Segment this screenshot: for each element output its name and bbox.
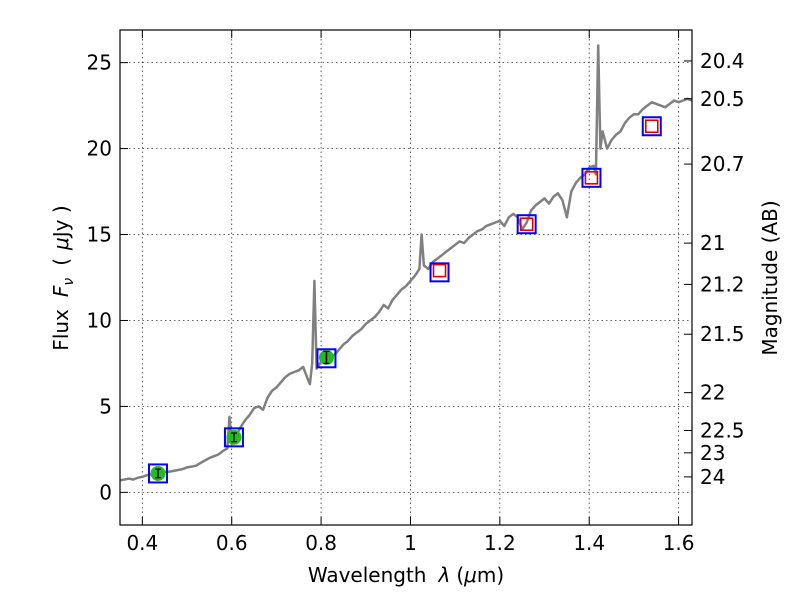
model-square-marker [644, 119, 659, 134]
right-tick-label: 22.5 [700, 418, 745, 442]
axis-ticks [120, 30, 692, 525]
y-tick-label: 5 [99, 394, 112, 418]
y-tick-label: 15 [87, 223, 112, 247]
band-box-marker [581, 167, 602, 188]
y-tick-label: 0 [99, 480, 112, 504]
y-tick-label: 20 [87, 137, 112, 161]
photometry-markers [147, 116, 662, 484]
band-box-marker [316, 348, 337, 369]
right-tick-label: 20.7 [700, 152, 745, 176]
x-tick-label: 0.6 [216, 531, 248, 555]
x-tick-label: 1 [404, 531, 417, 555]
y-axis-label: FluxFν(μJy ) [49, 205, 77, 350]
right-tick-label: 22 [700, 381, 725, 405]
band-box-marker [429, 262, 450, 283]
x-tick-label: 1.2 [484, 531, 516, 555]
axis-tick-labels: 0.4 0.6 0.8 1 1.2 1.4 1.6 0 5 10 15 20 25 20.4 20.5 20.… [87, 49, 745, 555]
right-tick-label: 21.2 [700, 272, 745, 296]
x-tick-label: 1.6 [663, 531, 695, 555]
right-tick-label: 20.4 [700, 49, 745, 73]
plot-frame [119, 29, 693, 526]
x-axis-label: Wavelength λ (μm) [308, 563, 504, 587]
right-tick-label: 21.5 [700, 322, 745, 346]
right-tick-label: 24 [700, 465, 725, 489]
x-tick-label: 1.4 [573, 531, 605, 555]
right-tick-label: 23 [700, 441, 725, 465]
y-tick-label: 25 [87, 51, 112, 75]
right-tick-label: 21 [700, 231, 725, 255]
band-box-marker [147, 463, 168, 484]
model-square-marker [584, 171, 599, 185]
band-box-marker [516, 214, 537, 235]
x-tick-label: 0.4 [126, 531, 158, 555]
right-tick-label: 20.5 [700, 87, 745, 111]
y-tick-label: 10 [87, 308, 112, 332]
model-square-marker [519, 217, 534, 232]
right-axis-label: Magnitude (AB) [758, 200, 782, 355]
grid-lines [120, 30, 692, 525]
spectrum-line [119, 44, 693, 482]
band-box-marker [641, 116, 662, 137]
band-box-marker [223, 427, 244, 448]
plot-area [119, 44, 693, 484]
x-tick-label: 0.8 [305, 531, 337, 555]
model-square-marker [432, 263, 447, 278]
